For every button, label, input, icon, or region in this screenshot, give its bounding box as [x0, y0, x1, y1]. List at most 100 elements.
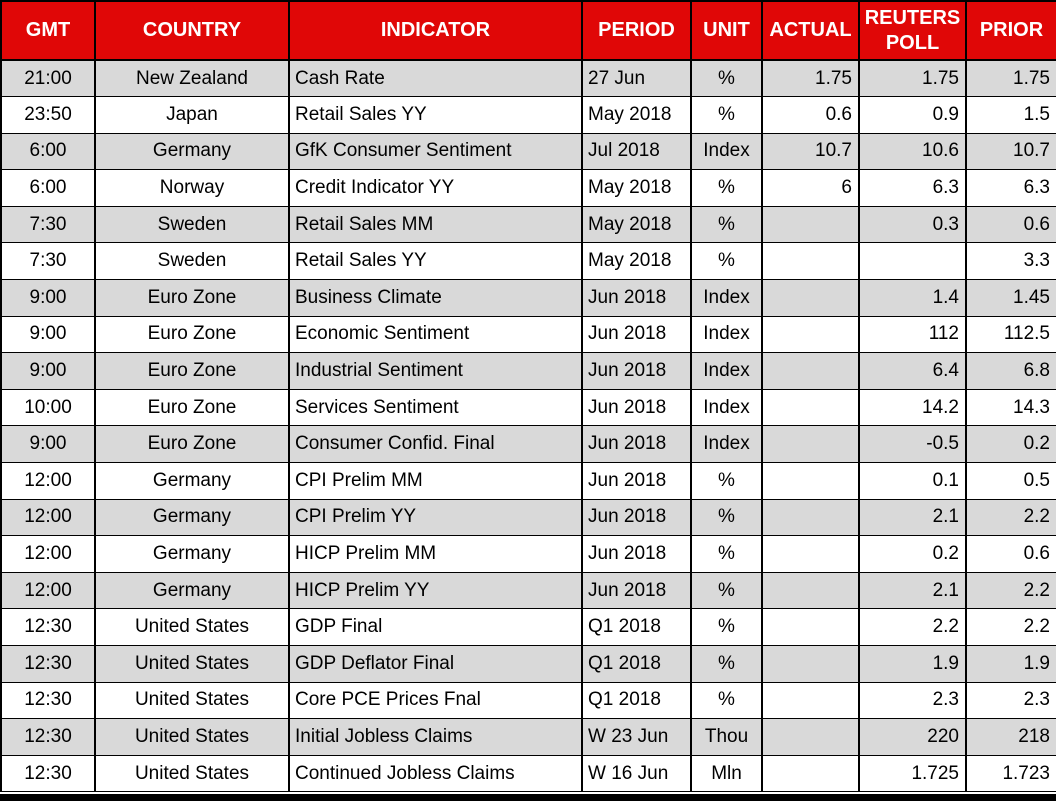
cell-actual	[761, 645, 860, 683]
table-body: 21:00 New Zealand Cash Rate 27 Jun% 1.75 1.75…	[0, 59, 1056, 793]
cell-unit: %	[690, 242, 763, 281]
cell-gmt: 23:50	[0, 96, 96, 134]
cell-gmt: 9:00	[0, 352, 96, 390]
cell-period: May 2018	[581, 242, 692, 281]
cell-indicator: Business Climate	[288, 279, 583, 317]
cell-country: Germany	[94, 535, 290, 573]
cell-actual	[761, 608, 860, 646]
cell-country: United States	[94, 718, 290, 756]
cell-prior: 2.2	[965, 498, 1056, 537]
cell-prior: 112.5	[965, 315, 1056, 354]
table-row: 7:30 Sweden Retail Sales MM May 2018% 0.3 0.6	[0, 205, 1056, 244]
cell-indicator: Services Sentiment	[288, 388, 583, 427]
cell-indicator: Retail Sales YY	[288, 242, 583, 281]
cell-actual	[761, 388, 860, 427]
cell-period: Jun 2018	[581, 462, 692, 500]
cell-actual	[761, 315, 860, 354]
cell-unit: Index	[690, 388, 763, 427]
cell-period: W 16 Jun	[581, 754, 692, 793]
table-row: 9:00 Euro Zone Business Climate Jun 2018 Ind…	[0, 279, 1056, 317]
cell-country: Sweden	[94, 242, 290, 281]
cell-actual: 1.75	[761, 59, 860, 98]
cell-actual	[761, 571, 860, 610]
cell-gmt: 6:00	[0, 132, 96, 171]
cell-unit: Thou	[690, 718, 763, 756]
table-row: 9:00 Euro Zone Consumer Confid. Final Jun 2…	[0, 425, 1056, 464]
cell-period: Jun 2018	[581, 315, 692, 354]
cell-period: Jun 2018	[581, 279, 692, 317]
cell-reuters_poll: 2.3	[858, 681, 967, 720]
cell-country: Germany	[94, 132, 290, 171]
cell-prior: 14.3	[965, 388, 1056, 427]
cell-reuters_poll: 2.1	[858, 498, 967, 537]
cell-unit: %	[690, 681, 763, 720]
cell-gmt: 12:30	[0, 718, 96, 756]
cell-unit: %	[690, 169, 763, 207]
cell-indicator: Continued Jobless Claims	[288, 754, 583, 793]
cell-indicator: Credit Indicator YY	[288, 169, 583, 207]
cell-country: United States	[94, 754, 290, 793]
cell-prior: 1.9	[965, 645, 1056, 683]
cell-reuters_poll: 2.2	[858, 608, 967, 646]
cell-indicator: GDP Deflator Final	[288, 645, 583, 683]
table-row: 12:00 Germany CPI Prelim YY Jun 2018% 2.1 2.2	[0, 498, 1056, 537]
cell-indicator: Economic Sentiment	[288, 315, 583, 354]
cell-actual	[761, 425, 860, 464]
cell-country: United States	[94, 681, 290, 720]
cell-prior: 0.2	[965, 425, 1056, 464]
cell-indicator: GfK Consumer Sentiment	[288, 132, 583, 171]
cell-country: Sweden	[94, 205, 290, 244]
cell-country: Norway	[94, 169, 290, 207]
cell-gmt: 7:30	[0, 242, 96, 281]
cell-actual	[761, 352, 860, 390]
column-header-prior: PRIOR	[965, 0, 1056, 61]
cell-unit: %	[690, 498, 763, 537]
table-row: 12:30 United States Core PCE Prices Fnal Q1…	[0, 681, 1056, 720]
cell-period: Jun 2018	[581, 425, 692, 464]
cell-prior: 10.7	[965, 132, 1056, 171]
cell-reuters_poll	[858, 242, 967, 281]
cell-prior: 0.6	[965, 205, 1056, 244]
table-row: 7:30 Sweden Retail Sales YY May 2018% 3.3	[0, 242, 1056, 281]
cell-period: May 2018	[581, 96, 692, 134]
cell-country: Euro Zone	[94, 388, 290, 427]
table-row: 12:30 United States Initial Jobless Claims…	[0, 718, 1056, 756]
cell-gmt: 6:00	[0, 169, 96, 207]
cell-gmt: 12:00	[0, 498, 96, 537]
cell-unit: %	[690, 645, 763, 683]
cell-reuters_poll: 0.1	[858, 462, 967, 500]
table-row: 12:00 Germany HICP Prelim YY Jun 2018% 2.1 2.…	[0, 571, 1056, 610]
cell-actual	[761, 205, 860, 244]
cell-gmt: 21:00	[0, 59, 96, 98]
cell-actual	[761, 462, 860, 500]
cell-unit: %	[690, 205, 763, 244]
column-header-actual: ACTUAL	[761, 0, 860, 61]
cell-unit: Index	[690, 279, 763, 317]
cell-unit: Index	[690, 315, 763, 354]
table-row: 21:00 New Zealand Cash Rate 27 Jun% 1.75 1.75…	[0, 59, 1056, 98]
cell-period: May 2018	[581, 205, 692, 244]
cell-indicator: Core PCE Prices Fnal	[288, 681, 583, 720]
cell-gmt: 12:30	[0, 645, 96, 683]
cell-reuters_poll: 1.75	[858, 59, 967, 98]
cell-reuters_poll: 14.2	[858, 388, 967, 427]
cell-period: May 2018	[581, 169, 692, 207]
cell-indicator: Retail Sales MM	[288, 205, 583, 244]
cell-prior: 0.6	[965, 535, 1056, 573]
table-row: 6:00 Germany GfK Consumer Sentiment Jul 201…	[0, 132, 1056, 171]
cell-period: Jun 2018	[581, 571, 692, 610]
cell-reuters_poll: 0.3	[858, 205, 967, 244]
cell-indicator: HICP Prelim YY	[288, 571, 583, 610]
cell-period: Jun 2018	[581, 498, 692, 537]
cell-period: Q1 2018	[581, 645, 692, 683]
cell-unit: %	[690, 571, 763, 610]
cell-country: Euro Zone	[94, 279, 290, 317]
cell-reuters_poll: 220	[858, 718, 967, 756]
cell-actual: 6	[761, 169, 860, 207]
table-row: 10:00 Euro Zone Services Sentiment Jun 2018…	[0, 388, 1056, 427]
cell-reuters_poll: 2.1	[858, 571, 967, 610]
cell-reuters_poll: 1.725	[858, 754, 967, 793]
cell-unit: %	[690, 535, 763, 573]
cell-unit: %	[690, 59, 763, 98]
cell-indicator: Consumer Confid. Final	[288, 425, 583, 464]
